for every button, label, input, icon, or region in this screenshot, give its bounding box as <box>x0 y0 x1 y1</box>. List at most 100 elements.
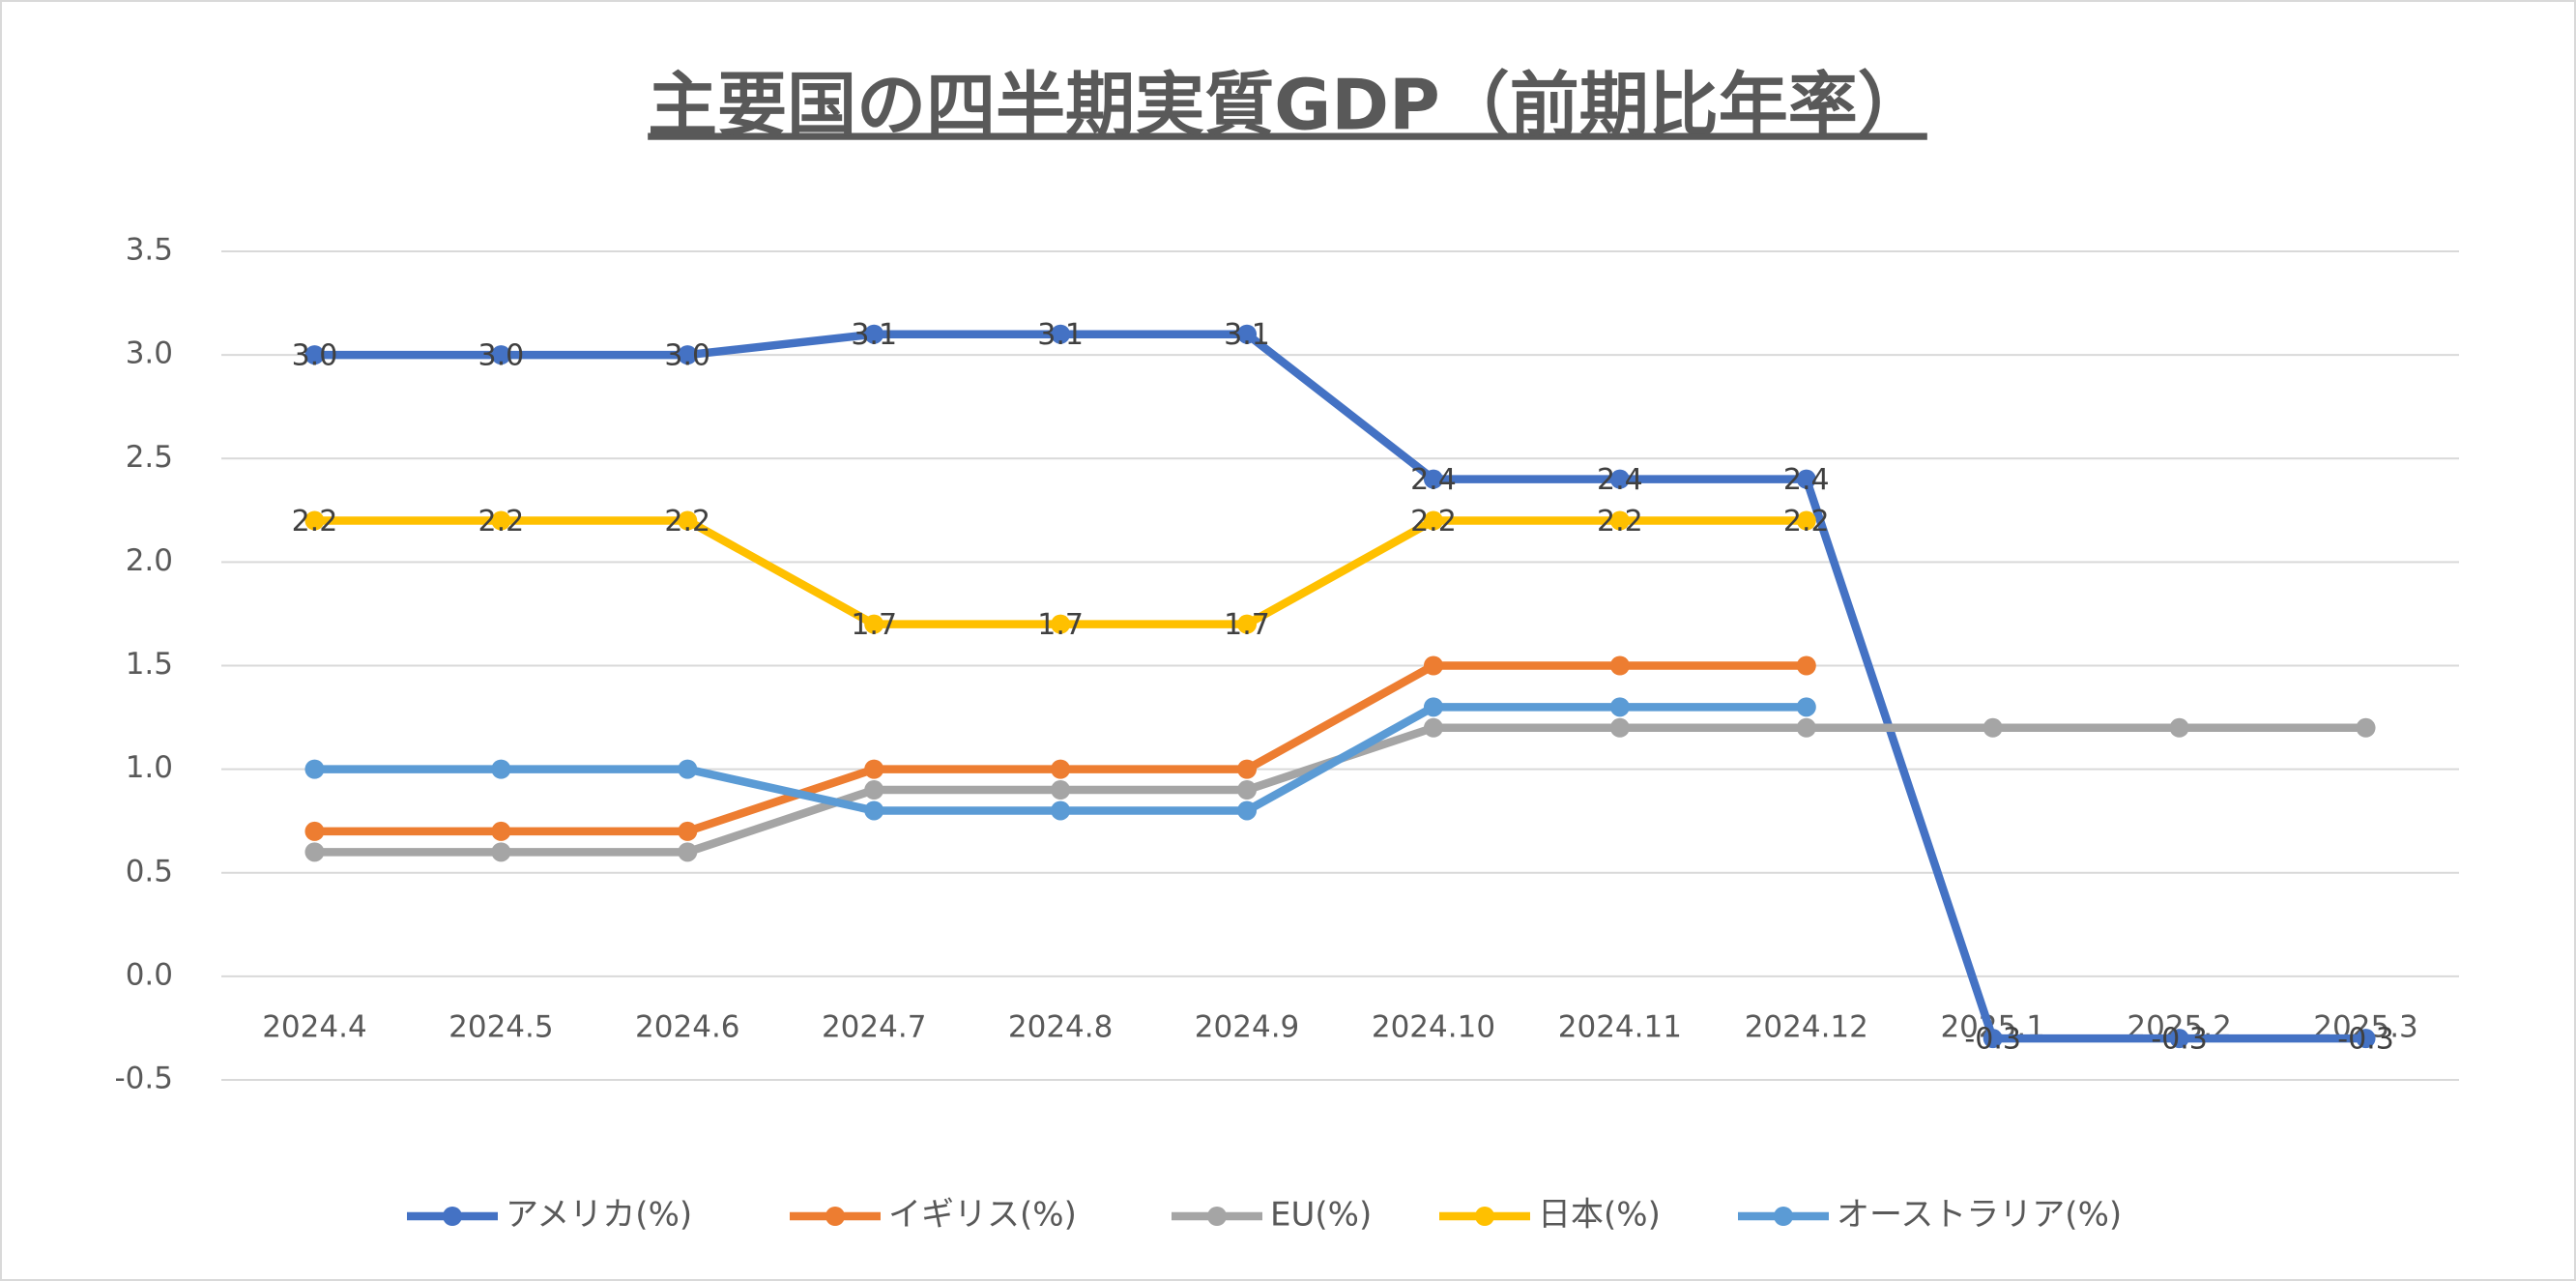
y-tick-label: 3.0 <box>126 336 173 371</box>
marker <box>1609 697 1630 717</box>
legend-label: イギリス(%) <box>888 1196 1077 1235</box>
marker <box>491 759 511 779</box>
x-tick-label: 2024.10 <box>1372 1009 1495 1044</box>
y-tick-label: 3.5 <box>126 233 173 268</box>
data-label: 2.4 <box>1597 463 1643 497</box>
y-tick-label: -0.5 <box>115 1062 174 1096</box>
marker <box>1609 510 1630 531</box>
y-tick-label: 1.0 <box>126 750 173 785</box>
marker <box>304 345 325 365</box>
marker <box>1237 324 1258 344</box>
x-tick-label: 2024.7 <box>822 1009 926 1044</box>
marker <box>1796 697 1816 717</box>
data-label: 3.1 <box>1037 318 1084 352</box>
marker <box>1796 655 1816 676</box>
marker <box>1051 801 1071 821</box>
marker <box>304 759 325 779</box>
marker <box>1051 759 1071 779</box>
marker <box>491 345 511 365</box>
x-tick-label: 2024.5 <box>449 1009 553 1044</box>
marker <box>864 780 884 801</box>
y-tick-label: 2.0 <box>126 543 173 578</box>
data-label: 3.1 <box>1224 318 1270 352</box>
y-tick-label: 0.5 <box>126 854 173 888</box>
x-tick-label: 2024.12 <box>1745 1009 1868 1044</box>
marker <box>864 759 884 779</box>
x-tick-label: 2024.6 <box>635 1009 739 1044</box>
marker <box>1051 614 1071 634</box>
data-label: 1.7 <box>851 608 897 642</box>
data-label: -0.3 <box>2337 1023 2394 1057</box>
legend-marker <box>1475 1207 1494 1226</box>
data-label: -0.3 <box>1964 1023 2021 1057</box>
marker <box>1423 510 1443 531</box>
legend-label: 日本(%) <box>1538 1196 1661 1235</box>
data-label: -0.3 <box>2151 1023 2208 1057</box>
marker <box>1237 759 1258 779</box>
data-label: 1.7 <box>1037 608 1084 642</box>
marker <box>2356 717 2376 738</box>
marker <box>2169 1029 2189 1049</box>
data-label: 2.4 <box>1783 463 1830 497</box>
legend-label: オーストラリア(%) <box>1837 1196 2122 1235</box>
marker <box>1051 324 1071 344</box>
marker <box>864 324 884 344</box>
legend-marker <box>443 1207 462 1226</box>
marker <box>1983 1029 2003 1049</box>
marker <box>1423 717 1443 738</box>
x-tick-label: 2024.11 <box>1558 1009 1682 1044</box>
marker <box>864 614 884 634</box>
series-line <box>314 330 2366 1043</box>
marker <box>1983 717 2003 738</box>
marker <box>678 821 698 841</box>
marker <box>678 842 698 862</box>
marker <box>1796 717 1816 738</box>
legend-marker <box>1207 1207 1227 1226</box>
data-label: 2.2 <box>1410 505 1457 539</box>
legend-label: EU(%) <box>1270 1196 1372 1235</box>
data-label: 3.1 <box>851 318 897 352</box>
marker <box>1423 469 1443 489</box>
data-label: 3.0 <box>478 339 525 373</box>
x-tick-label: 2024.8 <box>1008 1009 1113 1044</box>
marker <box>1609 655 1630 676</box>
data-label: 2.2 <box>1783 505 1830 539</box>
data-label: 2.2 <box>478 505 525 539</box>
legend-marker <box>825 1207 845 1226</box>
marker <box>678 345 698 365</box>
marker <box>864 801 884 821</box>
marker <box>678 510 698 531</box>
data-label: 2.2 <box>1597 505 1643 539</box>
marker <box>491 821 511 841</box>
marker <box>1796 510 1816 531</box>
marker <box>1237 614 1258 634</box>
marker <box>1423 655 1443 676</box>
data-label: 3.0 <box>292 339 338 373</box>
x-tick-label: 2024.4 <box>262 1009 366 1044</box>
marker <box>2169 717 2189 738</box>
y-tick-label: 1.5 <box>126 647 173 682</box>
marker <box>304 842 325 862</box>
marker <box>1237 801 1258 821</box>
marker <box>1609 717 1630 738</box>
y-tick-label: 0.0 <box>126 957 173 992</box>
marker <box>304 510 325 531</box>
data-label: 2.4 <box>1410 463 1457 497</box>
data-label: 2.2 <box>664 505 710 539</box>
marker <box>1796 469 1816 489</box>
legend-label: アメリカ(%) <box>506 1196 692 1235</box>
chart-title: 主要国の四半期実質GDP（前期比年率） <box>648 65 1927 146</box>
y-tick-label: 2.5 <box>126 440 173 475</box>
marker <box>491 842 511 862</box>
marker <box>1237 780 1258 801</box>
marker <box>304 821 325 841</box>
data-label: 1.7 <box>1224 608 1270 642</box>
legend-marker <box>1774 1207 1793 1226</box>
marker <box>1051 780 1071 801</box>
x-tick-label: 2024.9 <box>1195 1009 1299 1044</box>
marker <box>1609 469 1630 489</box>
marker <box>1423 697 1443 717</box>
marker <box>2356 1029 2376 1049</box>
